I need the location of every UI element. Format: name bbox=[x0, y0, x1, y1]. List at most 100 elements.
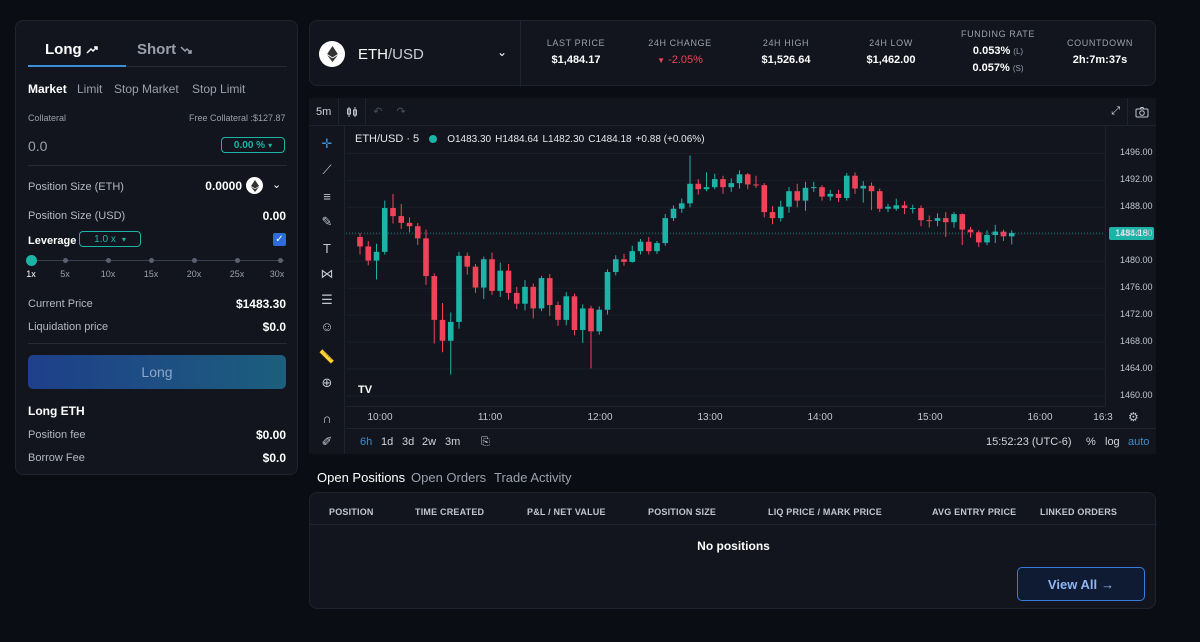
pair-base: ETH bbox=[358, 46, 388, 63]
tab-open-orders[interactable]: Open Orders bbox=[411, 470, 487, 485]
leverage-slider-handle[interactable] bbox=[26, 255, 37, 266]
ohlc-open: O1483.30 bbox=[447, 133, 492, 145]
candle-body bbox=[513, 292, 520, 304]
last-price-tag: 1484.18 bbox=[1109, 227, 1154, 241]
ruler-icon[interactable]: 📏 bbox=[318, 349, 336, 364]
range-6h[interactable]: 6h bbox=[360, 436, 373, 448]
high-stat: 24H HIGH $1,526.64 bbox=[746, 38, 826, 66]
candle-body bbox=[852, 175, 858, 189]
leverage-checkbox[interactable]: ✓ bbox=[273, 233, 286, 246]
candle-body bbox=[901, 205, 908, 209]
zoom-in-icon[interactable]: ⊕ bbox=[321, 375, 333, 390]
funding-label: FUNDING RATE bbox=[960, 29, 1036, 39]
price-tick-label: 1488.00 bbox=[1120, 201, 1153, 212]
order-type-market[interactable]: Market bbox=[28, 82, 67, 96]
time-tick-label: 13:00 bbox=[697, 412, 723, 423]
candle-type-icon[interactable] bbox=[338, 97, 367, 126]
candle-body bbox=[406, 222, 413, 227]
candle-body bbox=[398, 216, 405, 223]
collateral-label: Collateral bbox=[28, 113, 67, 123]
slider-step bbox=[278, 258, 283, 263]
pair-selector[interactable]: ETH/USD bbox=[358, 46, 424, 63]
time-tick-label: 10:00 bbox=[367, 412, 393, 423]
status-dot-icon bbox=[429, 135, 438, 143]
tab-divider bbox=[28, 66, 287, 67]
funding-long: 0.053% bbox=[972, 45, 1011, 57]
chevron-down-icon[interactable]: ⌄ bbox=[497, 45, 508, 59]
tab-trade-activity[interactable]: Trade Activity bbox=[494, 470, 572, 485]
candle-body bbox=[489, 259, 495, 291]
token-select-chevron-icon[interactable]: ⌄ bbox=[272, 179, 282, 191]
chart-plot-area[interactable]: TV bbox=[346, 126, 1105, 406]
view-all-button[interactable]: View All → bbox=[1017, 567, 1145, 601]
range-3d[interactable]: 3d bbox=[402, 436, 415, 448]
leverage-label: Leverage bbox=[28, 235, 77, 247]
change-value-text: -2.05% bbox=[668, 54, 703, 66]
borrow-fee-label: Borrow Fee bbox=[28, 452, 85, 464]
collateral-input[interactable]: 0.0 bbox=[28, 138, 48, 154]
slider-step bbox=[192, 258, 197, 263]
range-2w[interactable]: 2w bbox=[422, 436, 437, 448]
collateral-percent-select[interactable]: 0.00 % ▾ bbox=[221, 137, 285, 153]
magnet-icon[interactable]: ∩ bbox=[322, 410, 332, 426]
eth-token-icon bbox=[246, 177, 263, 194]
fullscreen-icon[interactable]: ⤢ bbox=[1111, 105, 1120, 117]
time-axis[interactable]: ⚙ 10:00 11:00 12:00 13:00 14:00 15:00 16:00 16:… bbox=[346, 406, 1139, 428]
time-tick-label: 15:00 bbox=[917, 412, 943, 423]
order-type-limit[interactable]: Limit bbox=[77, 82, 103, 96]
eth-logo-icon bbox=[319, 41, 345, 67]
divider bbox=[28, 343, 287, 344]
range-3m[interactable]: 3m bbox=[445, 436, 461, 448]
trend-up-icon bbox=[86, 45, 98, 54]
candle-body bbox=[967, 229, 974, 233]
log-scale-toggle[interactable]: log bbox=[1105, 436, 1120, 448]
market-header: ETH/USD ⌄ LAST PRICE $1,484.17 24H CHANG… bbox=[309, 20, 1156, 87]
tab-short-label: Short bbox=[137, 41, 177, 58]
candle-body bbox=[538, 278, 545, 309]
undo-icon[interactable]: ↶ bbox=[373, 106, 383, 118]
auto-scale-toggle[interactable]: auto bbox=[1128, 436, 1150, 448]
text-tool-icon[interactable]: T bbox=[323, 240, 331, 256]
positions-table: POSITION TIME CREATED P&L / NET VALUE PO… bbox=[309, 492, 1157, 609]
leverage-select[interactable]: 1.0 x ▾ bbox=[79, 231, 141, 247]
range-1d[interactable]: 1d bbox=[381, 436, 394, 448]
candle-body bbox=[629, 251, 636, 262]
prediction-icon[interactable]: ☰ bbox=[321, 292, 333, 307]
pattern-icon[interactable]: ⋈ bbox=[320, 266, 334, 281]
brush-icon[interactable]: ✎ bbox=[321, 214, 333, 229]
position-size-eth-label: Position Size (ETH) bbox=[28, 181, 124, 193]
emoji-icon[interactable]: ☺ bbox=[320, 318, 334, 334]
leverage-tick: 5x bbox=[60, 269, 70, 279]
countdown-stat: COUNTDOWN 2h:7m:37s bbox=[1062, 38, 1138, 66]
price-axis[interactable]: 1484.18 1496.00 1492.00 1488.00 1484.00 1480… bbox=[1105, 126, 1156, 406]
settings-gear-icon[interactable]: ⚙ bbox=[1128, 410, 1139, 424]
camera-icon[interactable] bbox=[1127, 97, 1156, 126]
funding-values: 0.053% (L) 0.057% (S) bbox=[955, 43, 1041, 77]
date-range-icon[interactable]: ⎘ bbox=[481, 436, 490, 448]
candle-body bbox=[414, 226, 421, 239]
chart-clock: 15:52:23 (UTC-6) bbox=[986, 436, 1072, 448]
tab-open-positions[interactable]: Open Positions bbox=[317, 470, 406, 485]
countdown-label: COUNTDOWN bbox=[1067, 38, 1133, 48]
long-submit-button[interactable]: Long bbox=[28, 355, 286, 389]
order-type-stop-limit[interactable]: Stop Limit bbox=[192, 82, 246, 96]
order-type-stop-market[interactable]: Stop Market bbox=[114, 82, 179, 96]
low-label: 24H LOW bbox=[869, 38, 913, 48]
lock-drawing-icon[interactable]: ✐ bbox=[321, 434, 333, 449]
candle-body bbox=[868, 185, 875, 192]
candle-body bbox=[497, 270, 504, 291]
tab-long[interactable]: Long bbox=[45, 41, 99, 58]
tab-short[interactable]: Short bbox=[137, 41, 193, 58]
candle-body bbox=[802, 187, 809, 201]
trend-down-icon bbox=[180, 45, 192, 54]
percent-scale-toggle[interactable]: % bbox=[1086, 436, 1096, 448]
leverage-slider-track[interactable] bbox=[31, 260, 284, 261]
trend-line-icon[interactable]: ⟋ bbox=[322, 162, 332, 177]
fib-lines-icon[interactable]: ≡ bbox=[323, 188, 331, 204]
candle-body bbox=[835, 193, 842, 198]
interval-button[interactable]: 5m bbox=[316, 105, 332, 118]
candle-body bbox=[670, 208, 677, 219]
candle-body bbox=[942, 218, 949, 223]
redo-icon[interactable]: ↷ bbox=[396, 106, 406, 118]
crosshair-icon[interactable]: ✛ bbox=[321, 136, 333, 151]
